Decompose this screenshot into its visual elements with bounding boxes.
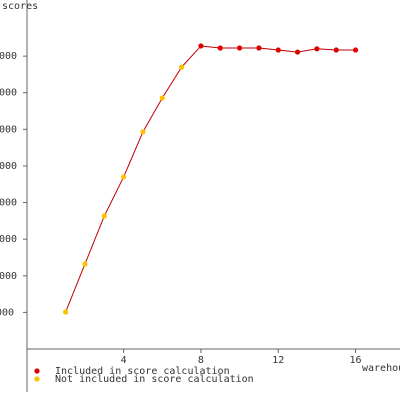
data-point <box>275 47 281 53</box>
legend-marker <box>34 376 40 382</box>
data-line <box>65 45 356 313</box>
data-point <box>140 129 146 135</box>
y-axis-label: scores <box>2 1 38 12</box>
y-tick-label: 54000 <box>0 124 17 135</box>
data-point <box>352 47 359 53</box>
legend-marker <box>34 368 40 374</box>
x-tick-label: 8 <box>198 355 204 366</box>
data-point <box>101 213 107 219</box>
data-point <box>333 47 339 53</box>
y-tick-label: 18000 <box>0 271 17 282</box>
data-point <box>294 49 301 55</box>
data-point <box>256 45 262 51</box>
y-tick-label: 9000 <box>0 307 14 318</box>
data-point <box>314 46 320 52</box>
data-point <box>159 95 165 101</box>
y-tick-label: 72000 <box>0 51 17 62</box>
y-tick-label: 36000 <box>0 198 17 209</box>
x-tick-label: 12 <box>272 355 284 366</box>
y-tick-label: 45000 <box>0 161 17 172</box>
y-tick-label: 63000 <box>0 88 17 99</box>
data-point <box>236 45 243 51</box>
x-tick-label: 4 <box>121 355 127 366</box>
legend-label: Included in score calculation <box>55 366 230 377</box>
data-point <box>121 174 127 180</box>
data-point <box>82 261 88 267</box>
x-tick-label: 16 <box>350 355 362 366</box>
data-point <box>63 309 69 315</box>
data-point <box>179 64 185 70</box>
data-point <box>198 43 204 49</box>
data-point <box>217 45 223 51</box>
x-axis-label: warehouses <box>362 363 400 374</box>
y-tick-label: 27000 <box>0 234 17 245</box>
legend-label: Not included in score calculation <box>55 374 254 385</box>
